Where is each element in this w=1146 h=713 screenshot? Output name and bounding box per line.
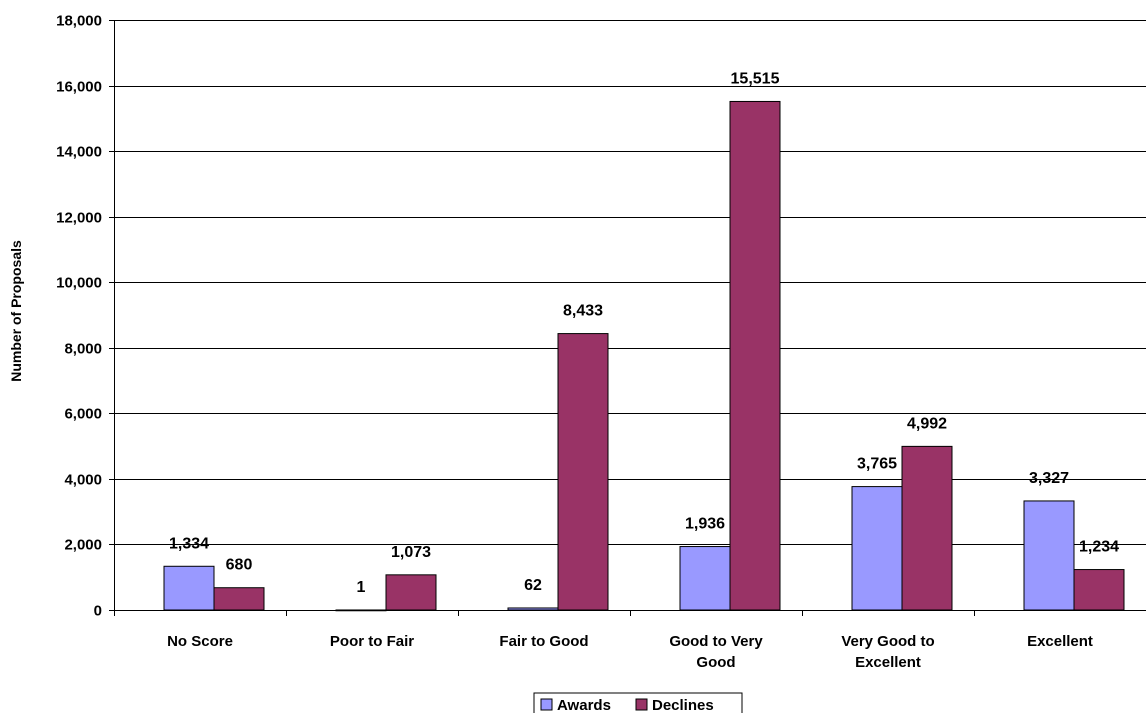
bars — [163, 100, 1125, 612]
data-label: 3,765 — [857, 456, 897, 473]
x-category-label: Good — [696, 654, 735, 671]
data-label: 680 — [226, 557, 253, 574]
legend-label-declines: Declines — [652, 697, 714, 713]
bar-declines — [901, 445, 953, 611]
data-label: 3,327 — [1029, 470, 1069, 487]
y-tick-label: 14,000 — [56, 144, 102, 161]
data-label: 8,433 — [563, 303, 603, 320]
x-category-label: Poor to Fair — [330, 633, 414, 650]
bar-awards — [679, 546, 731, 611]
bar-declines — [1073, 569, 1125, 611]
bar-declines — [729, 100, 781, 611]
data-label: 1 — [357, 579, 366, 596]
data-label: 15,515 — [731, 70, 780, 87]
bar-awards — [851, 486, 903, 611]
x-category-labels: No Score Poor to Fair Fair to Good Good to … — [167, 633, 1093, 671]
data-label: 1,936 — [685, 516, 725, 533]
x-category-label: Excellent — [855, 654, 921, 671]
x-category-label: No Score — [167, 633, 233, 650]
legend-label-awards: Awards — [557, 697, 611, 713]
y-tick-label: 6,000 — [64, 406, 102, 423]
data-labels: 1,334 1 62 1,936 3,765 3,327 680 1,073 8,433 15,5… — [169, 70, 1119, 596]
data-label: 1,334 — [169, 535, 209, 552]
y-tick-label: 0 — [94, 603, 102, 620]
data-label: 1,234 — [1079, 539, 1119, 556]
x-category-label: Very Good to — [841, 633, 934, 650]
axes — [109, 20, 1146, 616]
y-tick-labels: 0 2,000 4,000 6,000 8,000 10,000 12,000 14,000 1… — [56, 13, 102, 620]
bar-declines — [213, 587, 265, 611]
y-tick-label: 2,000 — [64, 537, 102, 554]
bar-declines — [557, 333, 609, 611]
legend-swatch-awards — [540, 698, 553, 711]
y-tick-label: 12,000 — [56, 210, 102, 227]
x-category-label: Fair to Good — [499, 633, 588, 650]
bar-awards — [163, 565, 215, 611]
legend-swatch-declines — [635, 698, 648, 711]
data-label: 1,073 — [391, 544, 431, 561]
gridlines — [114, 20, 1146, 545]
x-category-label: Good to Very — [669, 633, 763, 650]
bar-declines — [385, 574, 437, 611]
y-tick-label: 16,000 — [56, 79, 102, 96]
data-label: 4,992 — [907, 415, 947, 432]
y-tick-label: 4,000 — [64, 472, 102, 489]
y-axis-title: Number of Proposals — [8, 240, 24, 382]
y-tick-label: 10,000 — [56, 275, 102, 292]
y-tick-label: 8,000 — [64, 341, 102, 358]
data-label: 62 — [524, 577, 542, 594]
legend: Awards Declines — [533, 692, 743, 713]
bar-awards — [507, 607, 559, 611]
x-category-label: Excellent — [1027, 633, 1093, 650]
bar-awards — [1023, 500, 1075, 611]
y-tick-label: 18,000 — [56, 13, 102, 30]
